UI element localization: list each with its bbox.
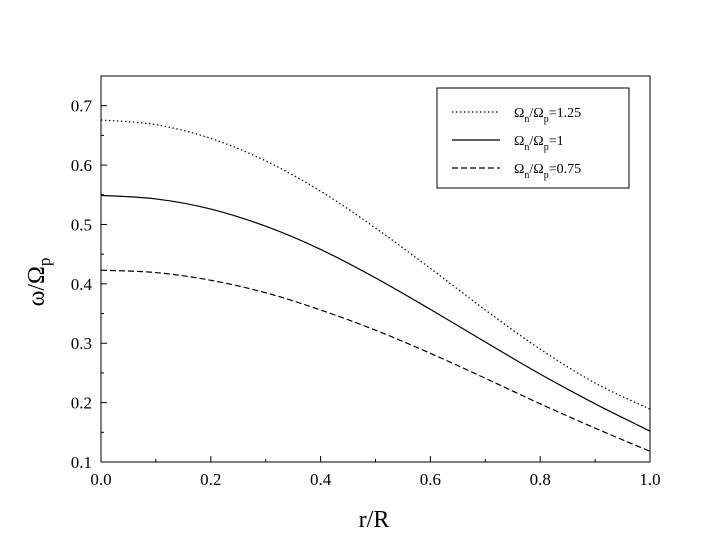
y-tick-label: 0.6 [71,156,92,175]
y-axis-title-sub: p [35,258,54,267]
x-axis: 0.0 0.2 0.4 0.6 0.8 1.0 [90,456,661,489]
x-tick-label: 0.0 [90,470,111,489]
x-tick-label: 0.8 [530,470,551,489]
series-line-3 [100,269,651,452]
y-tick-label: 0.1 [71,453,92,472]
legend-label-2: Ωn/Ωp=1 [514,134,564,153]
series-group [100,119,651,452]
x-axis-title: r/R [359,507,390,533]
y-axis: 0.1 0.2 0.3 0.4 0.5 0.6 0.7 [71,75,107,472]
y-axis-title: ω/Ωp [24,258,54,307]
legend-label-1: Ωn/Ωp=1.25 [514,106,581,125]
legend-box [436,87,630,189]
x-tick-label: 0.4 [310,470,332,489]
x-tick-label: 0.6 [420,470,441,489]
y-tick-label: 0.5 [71,215,92,234]
x-tick-label: 0.2 [200,470,221,489]
y-tick-label: 0.2 [71,394,92,413]
y-axis-title-main: ω/Ω [24,266,50,306]
series-line-2 [100,194,651,432]
legend: Ωn/Ωp=1.25 Ωn/Ωp=1 Ωn/Ωp=0.75 [436,87,630,189]
legend-label-3: Ωn/Ωp=0.75 [514,162,581,181]
y-tick-label: 0.7 [71,97,93,116]
y-tick-label: 0.4 [71,275,93,294]
series-line-1 [100,119,651,410]
y-tick-label: 0.3 [71,334,92,353]
x-tick-label: 1.0 [639,470,660,489]
